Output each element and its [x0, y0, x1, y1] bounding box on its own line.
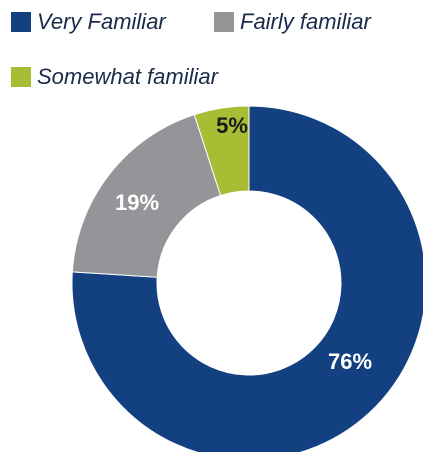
- data-label-very-familiar: 76%: [328, 349, 372, 374]
- legend-label-very-familiar: Very Familiar: [37, 9, 166, 34]
- donut-slice-very-familiar: [71, 105, 423, 452]
- donut-slice-somewhat-familiar: [193, 105, 250, 197]
- legend-label-somewhat-familiar: Somewhat familiar: [37, 64, 218, 89]
- chart-legend: Very Familiar Fairly familiar Somewhat f…: [0, 0, 423, 100]
- legend-label-fairly-familiar: Fairly familiar: [240, 9, 371, 34]
- legend-swatch-fairly-familiar: [214, 12, 234, 32]
- data-label-fairly-familiar: 19%: [115, 190, 159, 215]
- legend-item-somewhat-familiar: Somewhat familiar: [11, 64, 218, 90]
- donut-slice-fairly-familiar: [71, 114, 222, 278]
- data-label-somewhat-familiar: 5%: [216, 113, 248, 138]
- legend-item-very-familiar: Very Familiar: [11, 9, 166, 35]
- legend-swatch-somewhat-familiar: [11, 67, 31, 87]
- legend-swatch-very-familiar: [11, 12, 31, 32]
- legend-item-fairly-familiar: Fairly familiar: [214, 9, 371, 35]
